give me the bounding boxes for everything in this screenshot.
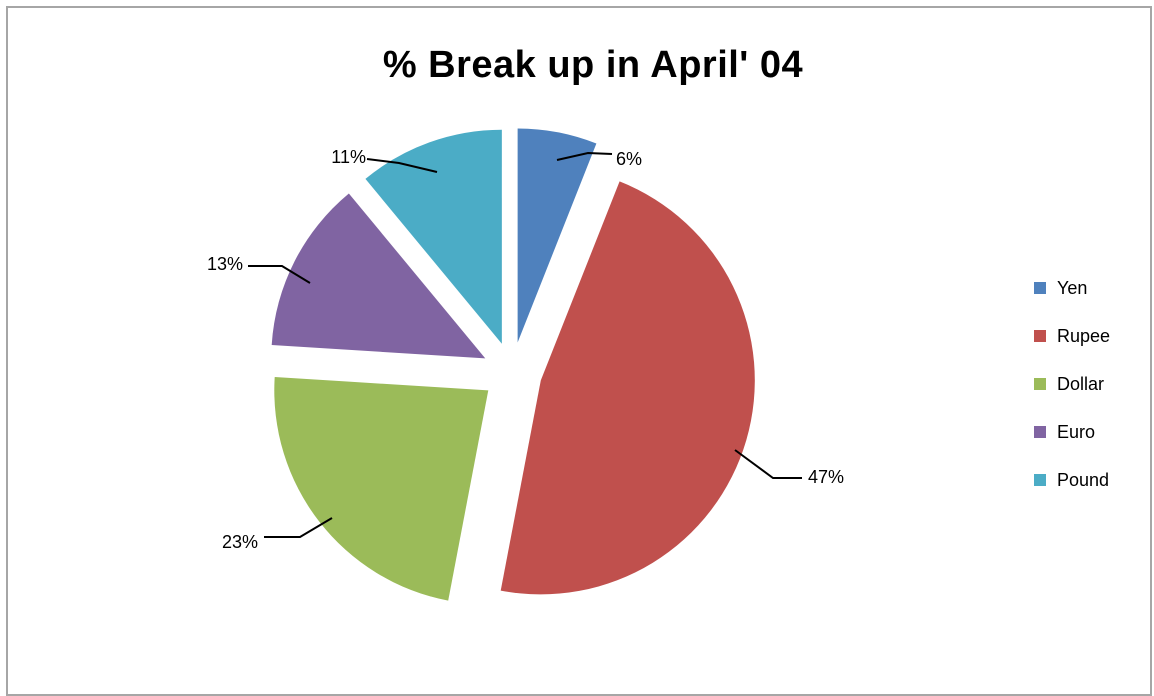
pie-slice-yen [517,128,597,343]
legend-swatch [1034,474,1046,486]
legend-item-rupee: Rupee [1034,324,1110,348]
legend-swatch [1034,282,1046,294]
legend-swatch [1034,426,1046,438]
legend-item-yen: Yen [1034,276,1110,300]
legend-label: Pound [1057,469,1110,490]
legend-label: Yen [1057,277,1088,298]
pie-slice-rupee [500,181,755,595]
pie-slice-pound [365,129,502,344]
legend-label: Rupee [1057,325,1111,346]
chart-title: % Break up in April' 04 [382,44,804,86]
legend: Yen Rupee Dollar Euro Pound [1034,276,1110,516]
leader-line-yen [556,151,613,161]
data-label-rupee: 47% [808,467,844,487]
data-label-yen: 6% [616,149,642,169]
data-label-pound: 11% [331,147,366,167]
legend-item-euro: Euro [1034,420,1110,444]
leader-line-pound [366,158,438,173]
pie-slice-dollar [274,376,489,601]
legend-swatch [1034,378,1046,390]
pie-slice-euro [271,193,486,359]
leader-line-rupee [734,449,802,479]
legend-item-pound: Pound [1034,468,1110,492]
legend-label: Dollar [1057,373,1105,394]
leader-line-euro [248,265,311,284]
pie-chart: 6% 47% 23% 13% 11% [207,128,844,601]
leader-line-dollar [264,517,333,538]
data-label-dollar: 23% [222,532,258,552]
legend-label: Euro [1057,421,1096,442]
legend-swatch [1034,330,1046,342]
legend-item-dollar: Dollar [1034,372,1110,396]
data-label-euro: 13% [207,254,243,274]
